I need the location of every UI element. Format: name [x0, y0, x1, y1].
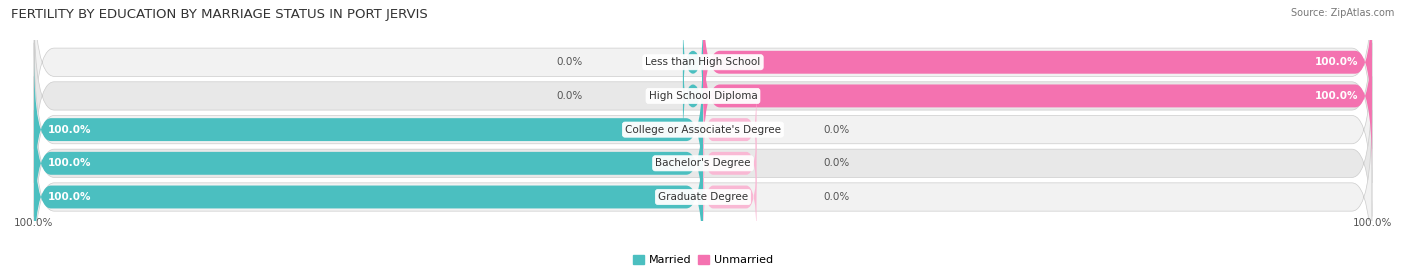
- Text: 0.0%: 0.0%: [557, 91, 582, 101]
- FancyBboxPatch shape: [34, 91, 703, 236]
- FancyBboxPatch shape: [703, 91, 756, 169]
- FancyBboxPatch shape: [34, 57, 703, 202]
- FancyBboxPatch shape: [683, 23, 703, 101]
- Text: 100.0%: 100.0%: [1353, 218, 1392, 228]
- FancyBboxPatch shape: [34, 43, 1372, 217]
- Text: 0.0%: 0.0%: [824, 158, 849, 168]
- FancyBboxPatch shape: [703, 124, 756, 202]
- Text: 100.0%: 100.0%: [1315, 57, 1358, 67]
- Text: FERTILITY BY EDUCATION BY MARRIAGE STATUS IN PORT JERVIS: FERTILITY BY EDUCATION BY MARRIAGE STATU…: [11, 8, 427, 21]
- FancyBboxPatch shape: [34, 124, 703, 269]
- Text: 0.0%: 0.0%: [824, 125, 849, 134]
- Text: 100.0%: 100.0%: [48, 192, 91, 202]
- Text: Source: ZipAtlas.com: Source: ZipAtlas.com: [1291, 8, 1395, 18]
- FancyBboxPatch shape: [34, 9, 1372, 183]
- Text: Bachelor's Degree: Bachelor's Degree: [655, 158, 751, 168]
- Text: High School Diploma: High School Diploma: [648, 91, 758, 101]
- FancyBboxPatch shape: [703, 158, 756, 236]
- FancyBboxPatch shape: [34, 76, 1372, 250]
- Text: 0.0%: 0.0%: [557, 57, 582, 67]
- Text: 0.0%: 0.0%: [824, 192, 849, 202]
- Text: 100.0%: 100.0%: [1315, 91, 1358, 101]
- Text: Graduate Degree: Graduate Degree: [658, 192, 748, 202]
- FancyBboxPatch shape: [683, 57, 703, 135]
- Legend: Married, Unmarried: Married, Unmarried: [633, 255, 773, 266]
- FancyBboxPatch shape: [703, 23, 1372, 169]
- Text: Less than High School: Less than High School: [645, 57, 761, 67]
- FancyBboxPatch shape: [34, 110, 1372, 269]
- FancyBboxPatch shape: [34, 0, 1372, 149]
- Text: 100.0%: 100.0%: [48, 158, 91, 168]
- Text: 100.0%: 100.0%: [48, 125, 91, 134]
- Text: 100.0%: 100.0%: [14, 218, 53, 228]
- FancyBboxPatch shape: [703, 0, 1372, 135]
- Text: College or Associate's Degree: College or Associate's Degree: [626, 125, 780, 134]
